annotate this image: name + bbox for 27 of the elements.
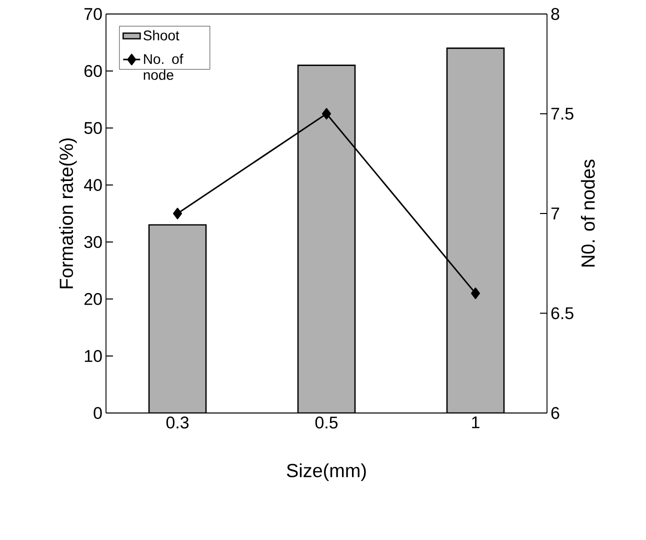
y2-tick-label: 7 [551,208,560,220]
point [322,108,331,120]
y-axis-title: Formation rate(%) [59,138,77,288]
y-tick-label: 30 [84,236,102,248]
bar [148,224,207,413]
legend-label: No. of node [144,54,184,80]
y-tick-label: 60 [84,65,102,77]
x-tick-label: 0.5 [315,416,338,429]
x-tick-label: 0.3 [166,416,189,429]
y-tick-label: 70 [84,8,102,20]
y2-tick-label: 6.5 [551,307,574,320]
y-tick-label: 40 [84,179,102,191]
y-tick-label: 0 [94,407,102,419]
bar [446,48,505,413]
bar [297,64,356,413]
y-tick-label: 10 [84,350,102,362]
y2-tick-label: 7.5 [551,108,574,120]
y2-tick-label: 6 [551,407,560,419]
x-axis-title: Size(mm) [286,463,366,481]
legend-label: Shoot [144,30,180,40]
point [173,208,182,220]
y2-axis-title: N0. of nodes [580,160,595,266]
y-tick-label: 20 [84,293,102,305]
y-tick-label: 50 [84,122,102,134]
x-tick-label: 1 [472,416,480,428]
point [471,288,480,300]
y2-tick-label: 8 [551,8,560,20]
